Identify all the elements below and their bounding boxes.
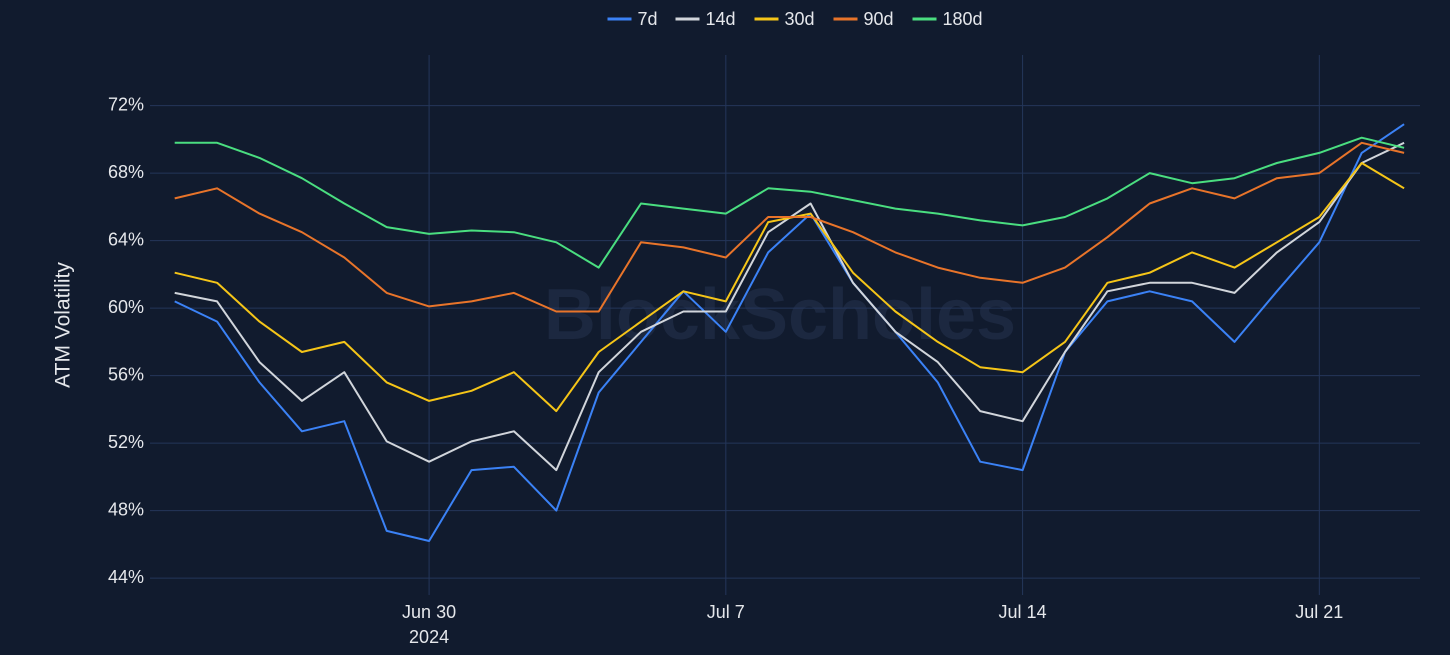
y-tick-label: 68% xyxy=(108,162,144,182)
series-line xyxy=(174,136,1405,269)
legend-label: 90d xyxy=(864,9,894,29)
legend-label: 180d xyxy=(943,9,983,29)
y-tick-label: 72% xyxy=(108,94,144,114)
x-year-label: 2024 xyxy=(409,627,449,647)
x-tick-label: Jun 30 xyxy=(402,602,456,622)
series-line xyxy=(174,123,1405,542)
y-tick-label: 48% xyxy=(108,499,144,519)
legend-label: 30d xyxy=(785,9,815,29)
legend-label: 7d xyxy=(638,9,658,29)
x-tick-label: Jul 21 xyxy=(1295,602,1343,622)
y-tick-label: 60% xyxy=(108,297,144,317)
series-line xyxy=(174,141,1405,313)
y-tick-label: 44% xyxy=(108,567,144,587)
y-axis-title: ATM Volatility xyxy=(52,262,75,388)
x-tick-label: Jul 7 xyxy=(707,602,745,622)
legend-label: 14d xyxy=(706,9,736,29)
y-tick-label: 64% xyxy=(108,229,144,249)
y-tick-label: 56% xyxy=(108,364,144,384)
y-tick-label: 52% xyxy=(108,432,144,452)
x-tick-label: Jul 14 xyxy=(999,602,1047,622)
